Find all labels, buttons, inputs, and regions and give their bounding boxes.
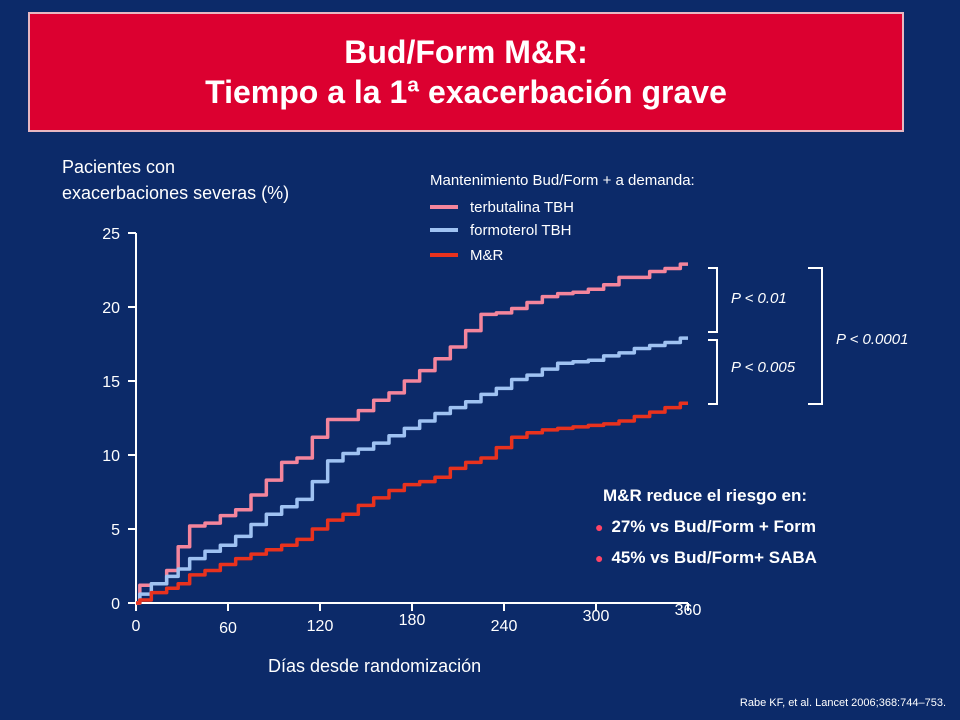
x-tick-label: 120 <box>307 618 334 635</box>
p-value-terbutalina-vs-mr: P < 0.0001 <box>836 331 909 348</box>
bracket-p-001 <box>708 267 718 333</box>
risk-reduction-text-1: 27% vs Bud/Form + Form <box>611 517 816 536</box>
citation: Rabe KF, et al. Lancet 2006;368:744–753. <box>739 697 946 709</box>
series-line-formoterol <box>136 336 688 605</box>
legend-item-mr: M&R <box>430 245 503 265</box>
y-axis-label: Pacientes con exacerbaciones severas (%) <box>62 154 289 206</box>
bullet-icon: ● <box>595 550 604 566</box>
y-tick-label: 10 <box>102 448 120 465</box>
x-tick-label: 300 <box>583 608 610 625</box>
y-axis-label-line-1: Pacientes con <box>62 157 176 177</box>
series-line-mr <box>136 401 688 605</box>
title-line-1: Bud/Form M&R: <box>344 34 588 70</box>
p-value-formoterol-vs-mr: P < 0.005 <box>731 359 796 376</box>
x-tick-label: 60 <box>219 620 237 637</box>
chart-series <box>136 262 688 605</box>
y-tick-label: 25 <box>102 226 120 243</box>
legend-swatch-formoterol <box>430 228 458 232</box>
legend-title: Mantenimiento Bud/Form + a demanda: <box>430 172 695 189</box>
y-tick-label: 5 <box>111 522 120 539</box>
risk-reduction-item-1: ● 27% vs Bud/Form + Form <box>595 517 816 537</box>
legend-label-mr: M&R <box>470 246 504 264</box>
legend-item-terbutalina: terbutalina TBH <box>430 197 574 217</box>
risk-reduction-text-2: 45% vs Bud/Form+ SABA <box>611 548 817 567</box>
risk-reduction-item-2: ● 45% vs Bud/Form+ SABA <box>595 548 817 568</box>
significance-brackets <box>708 267 823 405</box>
bullet-icon: ● <box>595 519 604 535</box>
legend-label-terbutalina: terbutalina TBH <box>470 198 574 216</box>
bracket-p-0005 <box>708 339 718 405</box>
x-tick-label: 180 <box>399 612 426 629</box>
risk-reduction-title: M&R reduce el riesgo en: <box>603 486 808 505</box>
x-tick-label: 240 <box>491 618 518 635</box>
chart-axes: 0 5 10 15 20 25 0 60 120 180 240 300 360 <box>102 226 701 637</box>
bracket-p-00001 <box>808 267 823 405</box>
y-tick-label: 20 <box>102 300 120 317</box>
y-tick-label: 15 <box>102 374 120 391</box>
title-line-2: Tiempo a la 1ª exacerbación grave <box>205 74 727 110</box>
x-axis-label: Días desde randomización <box>268 656 482 676</box>
y-axis-label-line-2: exacerbaciones severas (%) <box>62 183 290 203</box>
x-tick-label: 360 <box>675 602 702 619</box>
x-tick-label: 0 <box>132 618 141 635</box>
p-value-terbutalina-vs-formoterol: P < 0.01 <box>731 290 787 307</box>
y-tick-label: 0 <box>111 596 120 613</box>
legend-swatch-mr <box>430 253 458 257</box>
legend-label-formoterol: formoterol TBH <box>470 221 572 239</box>
legend-swatch-terbutalina <box>430 205 458 209</box>
series-line-terbutalina <box>136 262 688 605</box>
legend-item-formoterol: formoterol TBH <box>430 220 571 240</box>
title-banner: Bud/Form M&R: Tiempo a la 1ª exacerbació… <box>28 12 904 132</box>
